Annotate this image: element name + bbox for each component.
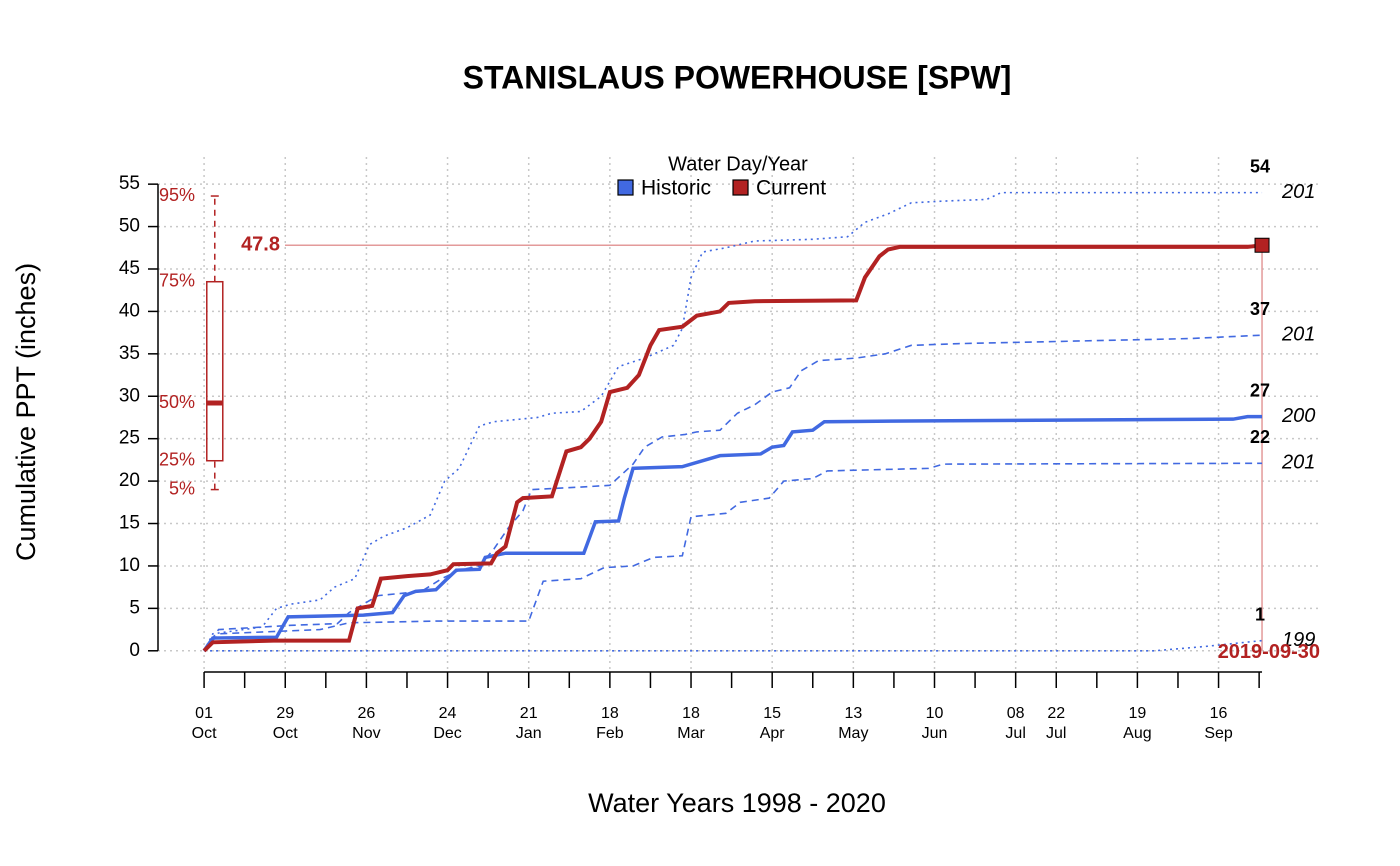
x-tick-label: 13 May [838, 705, 869, 742]
end-year-label: 201 [1281, 181, 1315, 203]
series-line [203, 462, 1263, 652]
legend-label: Historic [641, 177, 711, 200]
chart-title: STANISLAUS POWERHOUSE [SPW] [463, 59, 1012, 95]
x-tick-label: 26 Nov [352, 705, 381, 742]
x-tick-label: 22 Jul [1046, 705, 1067, 742]
current-marker [1254, 237, 1270, 253]
end-year-label: 199 [1282, 629, 1315, 651]
y-tick-label: 15 [119, 513, 140, 534]
x-tick-label: 18 Feb [596, 705, 624, 742]
box-label: 5% [169, 478, 195, 498]
y-tick-label: 0 [129, 640, 140, 661]
x-tick-label: 18 Mar [677, 705, 705, 742]
x-tick-label: 16 Sep [1204, 705, 1233, 742]
box-label: 75% [159, 270, 195, 290]
series-line [202, 414, 1263, 652]
series-line [204, 639, 1263, 652]
y-axis-label: Cumulative PPT (inches) [11, 263, 41, 561]
legend-swatch [617, 179, 634, 196]
end-year-label: 201 [1281, 452, 1315, 474]
end-value-label: 54 [1250, 156, 1270, 176]
x-tick-label: 08 Jul [1005, 705, 1026, 742]
box-body [206, 280, 224, 462]
series-line [202, 243, 1263, 653]
box-label: 95% [159, 185, 195, 205]
current-date-label: 2019-09-30 [1218, 641, 1320, 663]
y-tick-label: 45 [119, 258, 140, 279]
x-tick-label: 10 Jun [921, 705, 948, 742]
x-tick-label: 15 Apr [759, 705, 785, 742]
y-tick-label: 40 [119, 300, 140, 321]
box-label: 50% [159, 392, 195, 412]
end-value-label: 22 [1250, 427, 1270, 447]
end-year-label: 201 [1281, 323, 1315, 345]
x-tick-label: 19 Aug [1123, 705, 1152, 742]
y-tick-label: 35 [119, 343, 140, 364]
x-tick-label: 01 Oct [191, 705, 217, 742]
current-value-label: 47.8 [241, 234, 280, 256]
box-label: 25% [159, 449, 195, 469]
legend-label: Current [756, 177, 826, 200]
y-tick-label: 55 [119, 173, 140, 194]
series-line [203, 334, 1263, 652]
x-tick-label: 24 Dec [433, 705, 462, 742]
x-axis-label: Water Years 1998 - 2020 [588, 788, 886, 818]
x-tick-label: 29 Oct [272, 705, 298, 742]
x-tick-label: 21 Jan [515, 705, 542, 742]
y-tick-label: 5 [129, 597, 140, 618]
y-tick-label: 10 [119, 555, 140, 576]
y-tick-label: 25 [119, 428, 140, 449]
legend-title: Water Day/Year [668, 153, 808, 175]
series-line [203, 191, 1263, 652]
y-tick-label: 30 [119, 385, 140, 406]
y-tick-label: 50 [119, 216, 140, 237]
end-value-label: 1 [1255, 604, 1265, 624]
legend-swatch [732, 179, 749, 196]
y-tick-label: 20 [119, 470, 140, 491]
end-value-label: 27 [1250, 380, 1270, 400]
end-year-label: 200 [1281, 405, 1315, 427]
end-value-label: 37 [1250, 299, 1270, 319]
